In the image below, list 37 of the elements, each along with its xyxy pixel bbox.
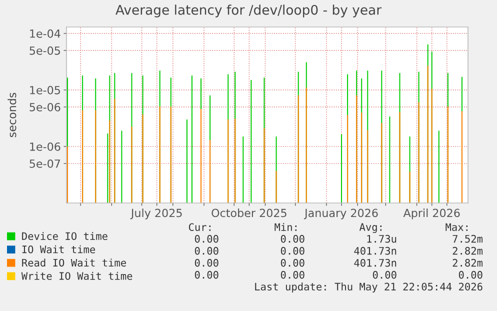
x-tick-label: January 2026 bbox=[304, 208, 378, 220]
text: 2.82m bbox=[452, 246, 483, 255]
text: Min: bbox=[274, 223, 297, 231]
text: Avg: bbox=[359, 223, 382, 233]
legend-label: Read IO Wait time bbox=[22, 258, 126, 267]
legend-label: IO Wait time bbox=[22, 245, 96, 254]
y-tick-label: 5e-05 bbox=[30, 46, 60, 55]
text: 0.00 bbox=[458, 270, 482, 279]
text: 0.00 bbox=[194, 258, 218, 267]
text: 0.00 bbox=[194, 270, 218, 279]
text: 401.73n bbox=[354, 258, 396, 267]
y-tick-label: 5e-06 bbox=[30, 102, 60, 112]
y-tick-label: 1e-05 bbox=[30, 86, 60, 94]
y-tick-label: 1e-04 bbox=[30, 29, 60, 38]
y-tick-label: 1e-06 bbox=[30, 142, 60, 151]
x-tick-label: October 2025 bbox=[212, 208, 286, 218]
text: 2.82m bbox=[452, 258, 483, 267]
legend-label: Write IO Wait time bbox=[21, 272, 132, 280]
chart-title: Average latency for /dev/loop0 - by year bbox=[116, 4, 382, 18]
text: Max: bbox=[446, 223, 468, 232]
text: Last update: Thu May 21 22:05:44 2026 bbox=[255, 282, 482, 292]
text: 0.00 bbox=[194, 246, 218, 255]
text: Cur: bbox=[188, 223, 211, 232]
text: 0.00 bbox=[194, 234, 218, 243]
text: 7.52m bbox=[452, 234, 483, 243]
text: 401.73n bbox=[354, 246, 396, 255]
text: 0.00 bbox=[280, 270, 304, 279]
legend-label: Device IO time bbox=[22, 232, 108, 240]
x-tick-label: July 2025 bbox=[130, 208, 182, 220]
text: 0.00 bbox=[280, 246, 304, 255]
text: 1.73u bbox=[367, 234, 396, 243]
y-tick-label: 5e-07 bbox=[30, 159, 60, 168]
y-axis-title: seconds bbox=[8, 92, 16, 138]
x-tick-label: April 2026 bbox=[403, 208, 460, 220]
text: 0.00 bbox=[280, 258, 304, 267]
text: 0.00 bbox=[372, 270, 396, 279]
text: 0.00 bbox=[280, 234, 304, 243]
